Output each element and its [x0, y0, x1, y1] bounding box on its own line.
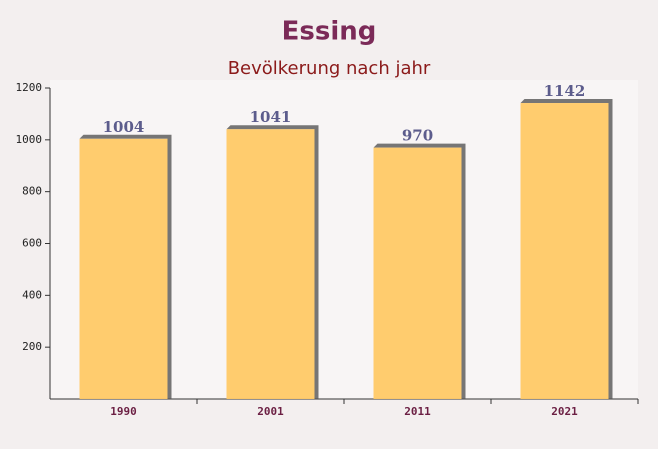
chart-title: Essing [282, 17, 377, 47]
x-tick-label: 1990 [110, 405, 137, 418]
y-tick-label: 400 [22, 288, 42, 301]
y-tick-label: 200 [22, 340, 42, 353]
bar [226, 129, 315, 399]
value-label: 1142 [544, 82, 586, 100]
bar [373, 147, 462, 399]
value-label: 970 [402, 127, 433, 145]
bar [520, 103, 609, 399]
value-label: 1041 [250, 108, 292, 126]
bar [79, 138, 168, 399]
x-tick-label: 2021 [551, 405, 578, 418]
value-label: 1004 [103, 118, 145, 136]
y-tick-label: 1000 [16, 133, 43, 146]
y-tick-label: 600 [22, 237, 42, 250]
x-tick-label: 2001 [257, 405, 284, 418]
y-tick-label: 1200 [16, 81, 43, 94]
chart-subtitle: Bevölkerung nach jahr [228, 58, 431, 79]
x-tick-label: 2011 [404, 405, 431, 418]
y-tick-label: 800 [22, 185, 42, 198]
